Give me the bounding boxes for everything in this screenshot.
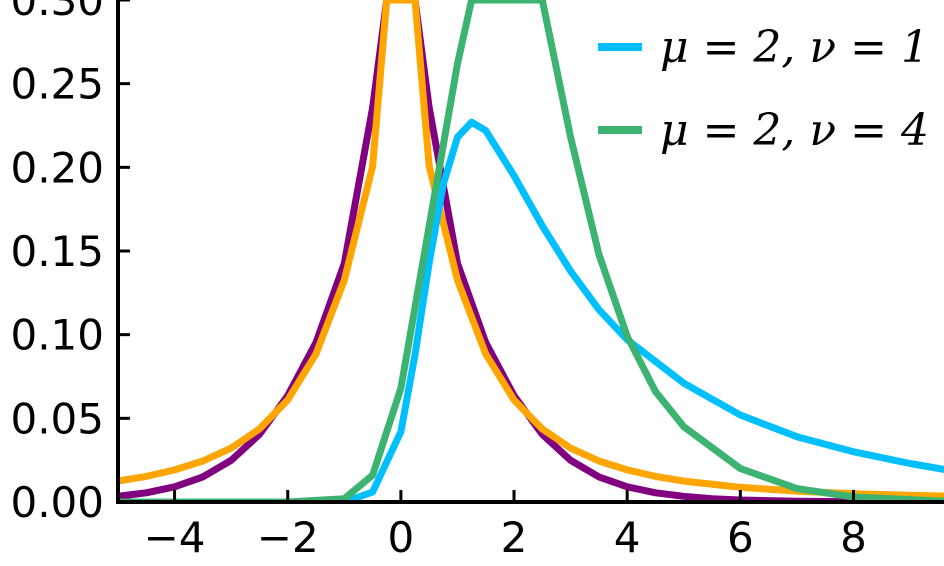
x-tick-label: 8 xyxy=(840,513,867,562)
y-tick-label: 0.30 xyxy=(10,0,104,25)
x-tick-label: 4 xyxy=(614,513,641,562)
series-line-1 xyxy=(118,0,944,502)
series-line-3 xyxy=(118,118,944,502)
y-tick-label: 0.20 xyxy=(10,143,104,192)
legend-label-2: μ = 2, ν = 4 xyxy=(660,105,929,156)
ticks-group: −4 −2 0 2 4 6 8 0.00 0.05 0.10 0.15 0.20 0.25 0.30 xyxy=(10,0,867,562)
x-tick-label: −4 xyxy=(144,513,206,562)
series-line-2 xyxy=(118,0,944,500)
y-tick-label: 0.00 xyxy=(10,478,104,527)
series-line-4 xyxy=(118,0,944,502)
y-tick-label: 0.25 xyxy=(10,60,104,109)
y-tick-label: 0.10 xyxy=(10,311,104,360)
x-tick-label: −2 xyxy=(257,513,319,562)
x-tick-label: 0 xyxy=(388,513,415,562)
x-tick-label: 2 xyxy=(501,513,528,562)
y-tick-label: 0.05 xyxy=(10,394,104,443)
axes-group xyxy=(116,0,944,504)
legend-label-1: μ = 2, ν = 1 xyxy=(660,22,929,73)
y-tick-label: 0.15 xyxy=(10,227,104,276)
legend: μ = 2, ν = 1 μ = 2, ν = 4 xyxy=(598,22,929,156)
x-tick-label: 6 xyxy=(727,513,754,562)
curves-group xyxy=(118,0,944,502)
